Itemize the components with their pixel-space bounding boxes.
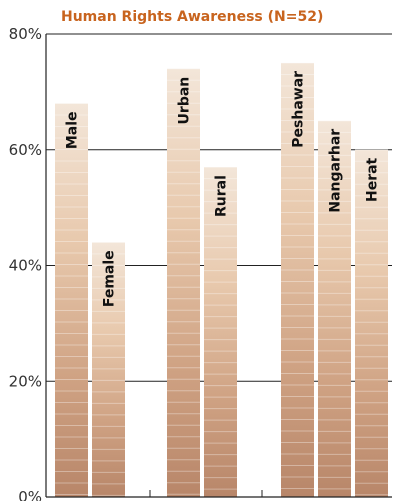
y-tick-label: 0% xyxy=(18,488,42,501)
y-tick-label: 40% xyxy=(9,257,42,275)
bar-rural xyxy=(204,167,237,498)
y-tick-label: 80% xyxy=(9,25,42,43)
bar-urban xyxy=(167,68,200,497)
bar-label-peshawar: Peshawar xyxy=(291,71,307,148)
bar-label-nangarhar: Nangarhar xyxy=(328,129,344,213)
bar-female xyxy=(92,242,125,497)
bar-herat xyxy=(355,149,388,497)
y-tick-label: 20% xyxy=(9,372,42,390)
bar-label-urban: Urban xyxy=(177,77,193,125)
axes: 0% 20% 40% 60% 80% xyxy=(9,25,392,501)
bar-label-herat: Herat xyxy=(365,157,381,202)
y-tick-label: 60% xyxy=(9,141,42,159)
bar-male xyxy=(55,103,88,497)
bar-label-rural: Rural xyxy=(214,175,230,217)
bar-label-male: Male xyxy=(65,111,81,149)
bar-label-female: Female xyxy=(102,250,118,307)
bar-peshawar xyxy=(281,62,314,497)
bar-nangarhar xyxy=(318,120,351,497)
bars: Male Female Urban Rural Peshawar Nangarhar Her… xyxy=(55,62,388,498)
chart-title: Human Rights Awareness (N=52) xyxy=(61,9,324,25)
